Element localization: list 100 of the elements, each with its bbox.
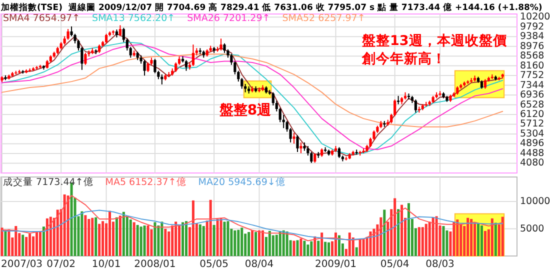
bar (490, 218, 494, 256)
bar (42, 226, 45, 256)
bar (38, 230, 42, 256)
bar (394, 198, 396, 256)
bar (383, 210, 386, 256)
bar (484, 230, 486, 256)
bar (198, 224, 202, 256)
bar (0, 228, 4, 256)
bar (140, 226, 142, 256)
bar (254, 232, 258, 256)
bar (237, 230, 240, 256)
bar (209, 200, 212, 256)
bar (338, 235, 340, 256)
x-tick-label: 10/01 (92, 259, 121, 270)
bar (146, 225, 150, 256)
bar (202, 226, 205, 256)
bar (432, 217, 434, 256)
bar (292, 240, 296, 256)
bar (397, 209, 400, 256)
bar (421, 227, 424, 256)
bar (418, 227, 420, 256)
x-tick-label: 2007/03 (1, 259, 43, 270)
y-tick-label: 10200 (520, 12, 550, 23)
legend: 成交量 7173.44↑億 MA5 6152.37↑億 MA20 5945.69↓億 (3, 177, 286, 188)
bar (435, 216, 438, 256)
bar (300, 238, 302, 256)
bar (306, 244, 310, 256)
bar (22, 234, 24, 256)
bar (160, 222, 164, 256)
bar (94, 217, 98, 256)
bar (334, 232, 337, 256)
bar (122, 212, 125, 256)
bar (8, 229, 10, 256)
y-tick-label: 10000 (520, 196, 550, 208)
bar (25, 236, 28, 256)
y-tick-label: 4896 (520, 138, 544, 150)
y-tick-label: 8160 (520, 60, 544, 72)
bar (226, 221, 230, 256)
bar (171, 225, 174, 256)
bar (46, 218, 48, 256)
y-tick-label: 5712 (520, 118, 544, 130)
bar (272, 235, 274, 256)
bar (28, 234, 32, 256)
bar (66, 196, 70, 256)
bar (369, 231, 372, 256)
bar (115, 217, 118, 256)
bar (362, 239, 365, 256)
bar (324, 242, 327, 256)
bar (380, 217, 382, 256)
bar (494, 222, 497, 256)
bar (223, 222, 226, 256)
bar (98, 224, 101, 256)
chart-subtitle: 週線圖 2009/12/07 開 7704.69 高 7829.41 低 7631.06 收 7795.07 s 點 量 7173.44 億 +144.16 (+1.88%) (68, 2, 542, 13)
bar (234, 230, 236, 256)
bar (118, 216, 122, 256)
bar (56, 210, 59, 256)
bar (407, 203, 410, 256)
bar (240, 228, 244, 256)
bar (456, 219, 459, 256)
y-tick-label: 5304 (520, 128, 544, 140)
bar (275, 234, 278, 256)
bar (328, 242, 330, 256)
x-tick-label: 2008/01 (134, 259, 176, 270)
bar (4, 231, 7, 256)
bar (32, 236, 35, 256)
bar (446, 230, 448, 256)
y-tick-label: 4080 (520, 158, 544, 169)
bar (358, 239, 362, 256)
x-tick-label: 05/04 (380, 259, 410, 270)
y-tick-label: 9384 (520, 31, 544, 42)
chart-title: 加權指數(TSE) (0, 2, 63, 13)
y-tick-label: 7752 (520, 70, 544, 82)
bar (157, 225, 160, 256)
bar (348, 232, 351, 256)
y-tick-label: 4488 (520, 148, 544, 159)
bar (216, 218, 219, 256)
bar (480, 225, 483, 256)
bar (296, 240, 299, 256)
bar (91, 218, 94, 256)
bar (355, 247, 358, 256)
bar (36, 231, 38, 256)
bar (80, 211, 84, 256)
bar (320, 232, 324, 256)
bar (317, 240, 320, 256)
bar (182, 222, 184, 256)
bar (174, 222, 178, 256)
y-tick-label: 7344 (520, 80, 544, 91)
bar (129, 219, 132, 256)
bar (442, 226, 445, 256)
y-tick-label: 6528 (520, 99, 544, 110)
bar (470, 218, 473, 256)
bar (132, 222, 136, 256)
y-tick-label: 8976 (520, 40, 544, 52)
bar (477, 223, 480, 256)
bar (136, 224, 139, 256)
bar (192, 200, 194, 256)
bar (258, 230, 260, 256)
bar (286, 231, 288, 256)
bar (501, 216, 504, 256)
x-tick-label: 07/02 (46, 259, 76, 270)
